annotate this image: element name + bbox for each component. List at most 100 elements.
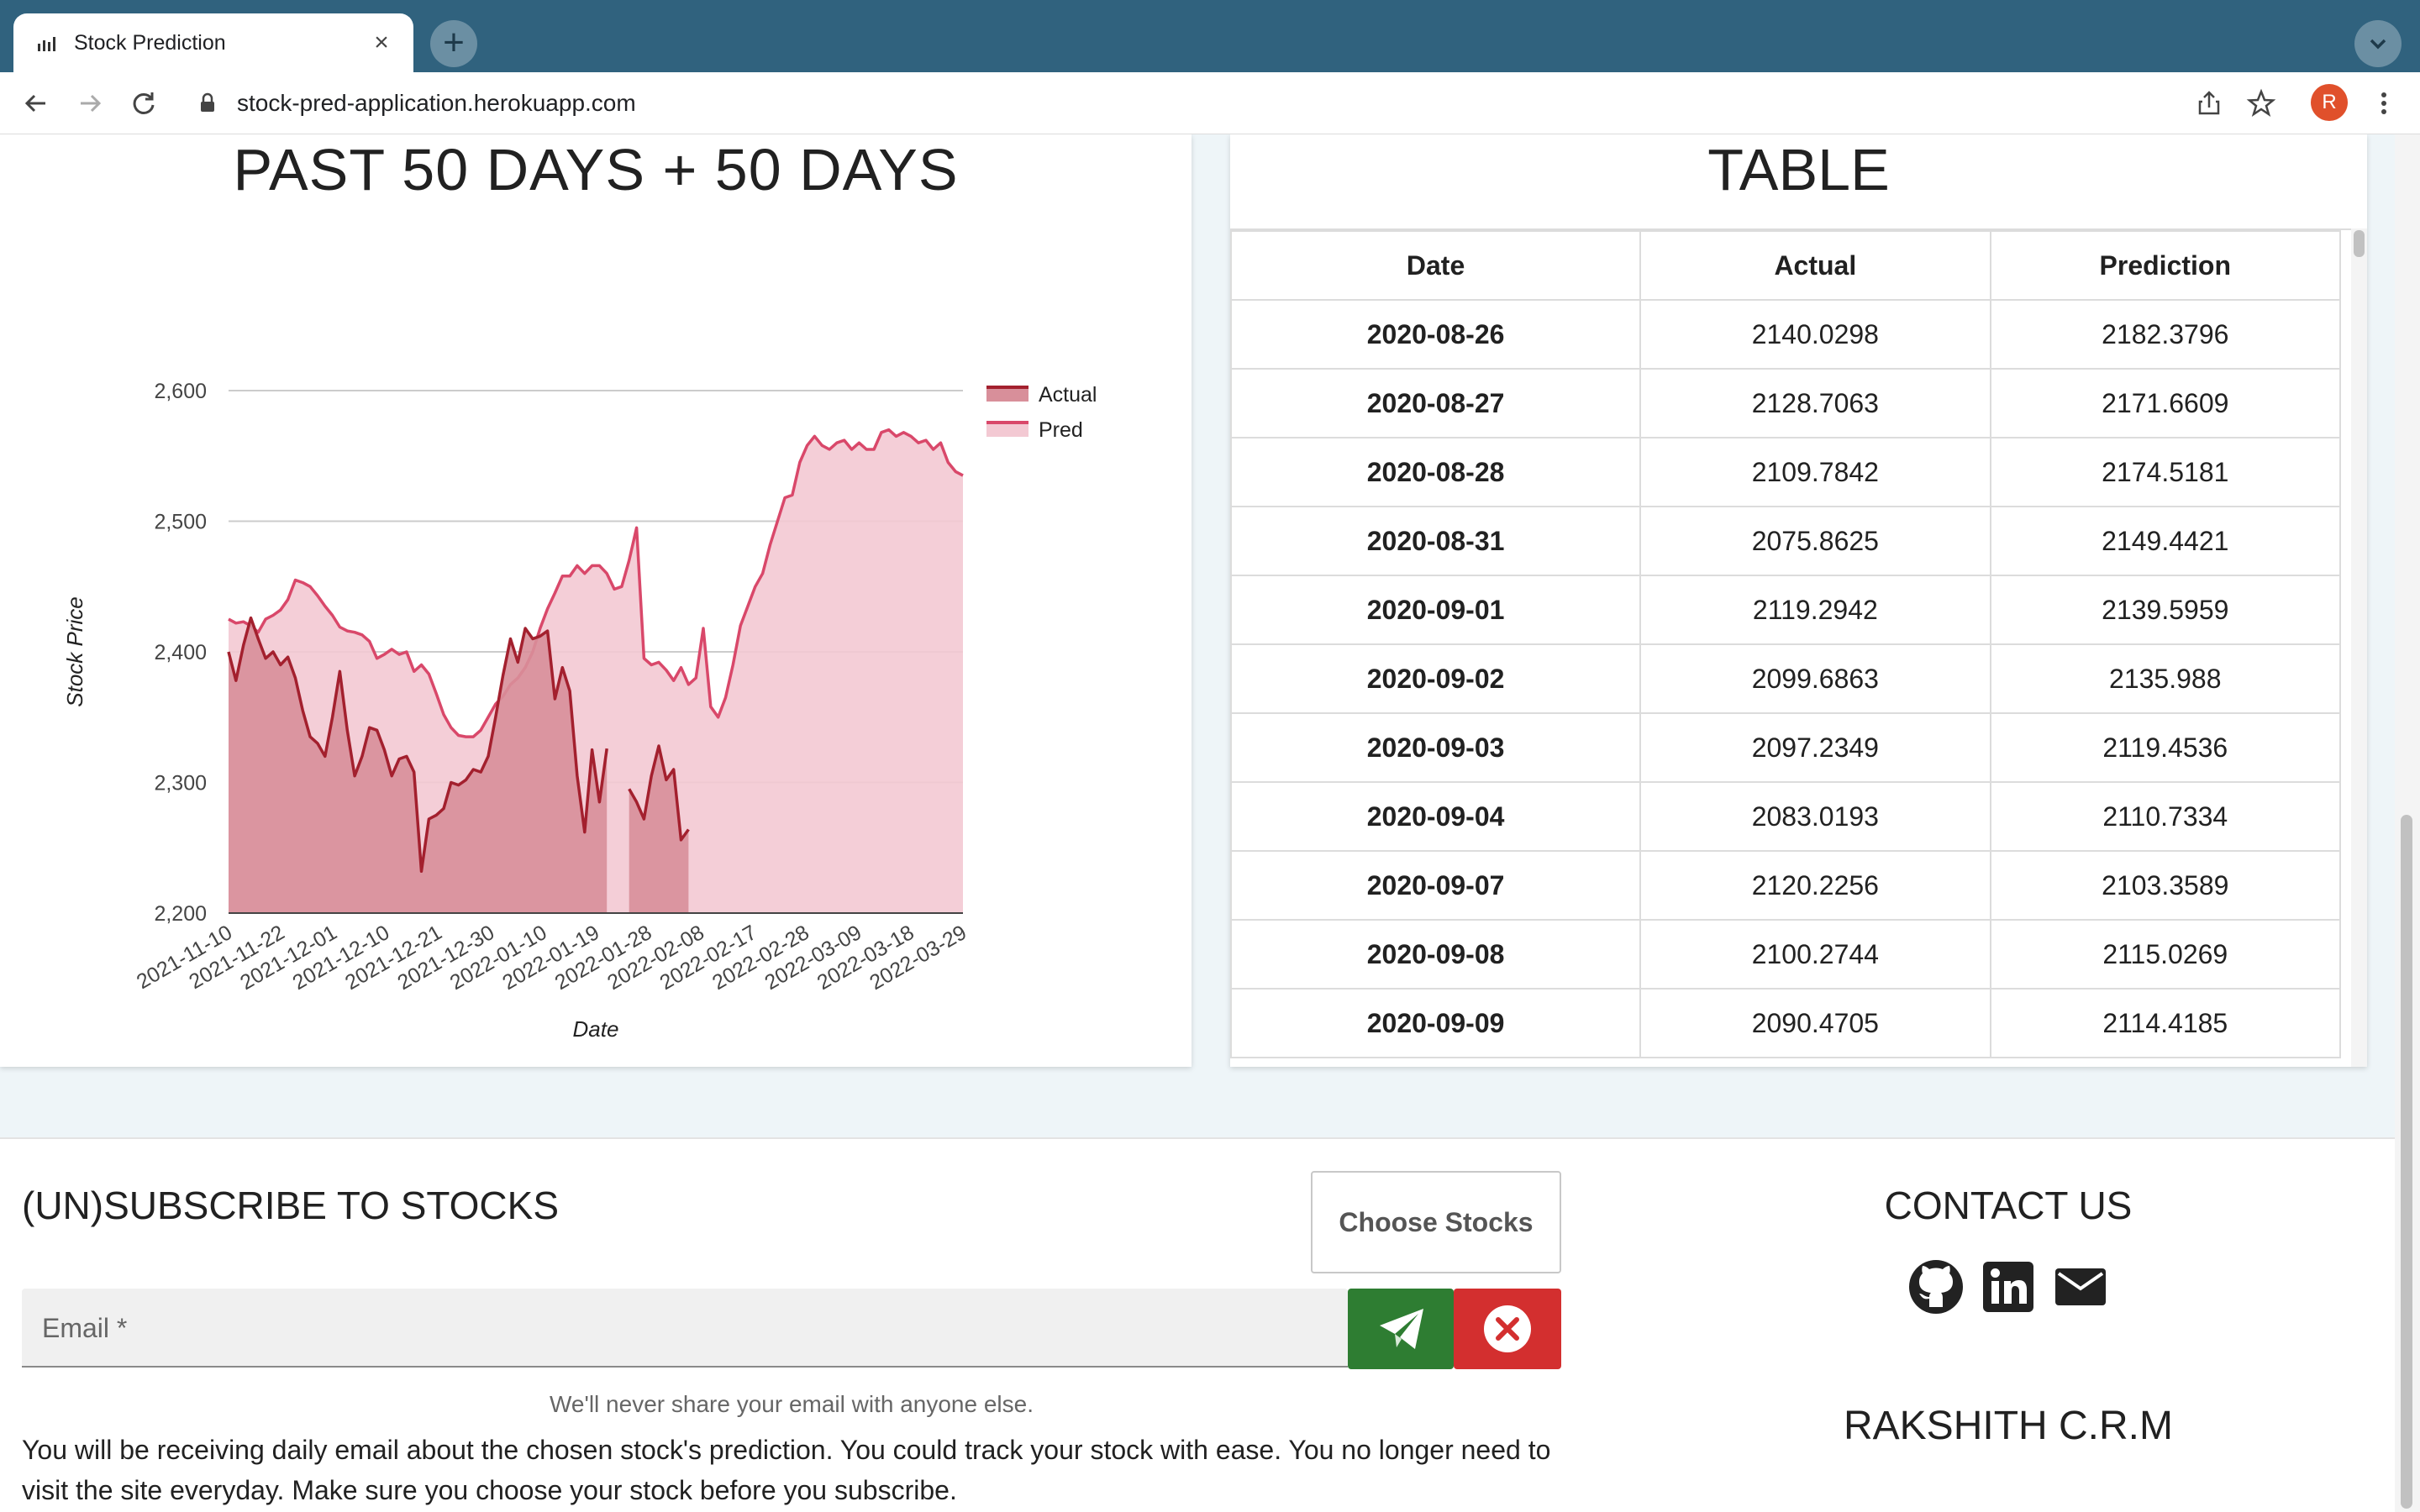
- table-row: 2020-08-27 2128.7063 2171.6609: [1230, 368, 2342, 438]
- profile-avatar[interactable]: R: [2311, 84, 2348, 121]
- unsubscribe-button[interactable]: [1454, 1289, 1561, 1369]
- new-tab-button[interactable]: +: [430, 20, 477, 67]
- cell-date: 2020-09-08: [1230, 919, 1642, 990]
- chart-card: 2,200 2,300 2,400 2,500 2,600 2021-11-10 2021-…: [0, 134, 1192, 1067]
- cell-date: 2020-09-03: [1230, 712, 1642, 783]
- cell-actual: 2090.4705: [1639, 988, 1991, 1058]
- legend-swatch-actual: [986, 386, 1028, 402]
- column-header-prediction: Prediction: [1989, 230, 2342, 301]
- page-content: 2,200 2,300 2,400 2,500 2,600 2021-11-10 2021-…: [0, 134, 2395, 1512]
- lock-icon[interactable]: [195, 91, 220, 116]
- arrow-left-icon: [24, 94, 45, 113]
- cell-prediction: 2110.7334: [1989, 781, 2342, 852]
- table-row: 2020-09-01 2119.2942 2139.5959: [1230, 575, 2342, 645]
- chevron-down-icon: [2370, 39, 2386, 50]
- cell-actual: 2120.2256: [1639, 850, 1991, 921]
- chart-title: PAST 50 DAYS + 50 DAYS: [233, 137, 959, 202]
- footer: (UN)SUBSCRIBE TO STOCKS Choose Stocks Em…: [0, 1137, 2395, 1512]
- browser-toolbar: stock-pred-application.herokuapp.com R: [0, 72, 2420, 134]
- cell-date: 2020-09-01: [1230, 575, 1642, 645]
- cell-actual: 2083.0193: [1639, 781, 1991, 852]
- browser-tab[interactable]: Stock Prediction ×: [13, 13, 413, 72]
- table-row: 2020-08-26 2140.0298 2182.3796: [1230, 299, 2342, 370]
- bookmark-star-icon[interactable]: [2244, 86, 2279, 121]
- table-card: TABLE Date Actual Prediction 2020-08-26 2…: [1230, 134, 2367, 1067]
- y-tick-label: 2,200: [154, 902, 207, 926]
- browser-tab-bar: Stock Prediction × +: [0, 0, 2420, 72]
- cell-prediction: 2103.3589: [1989, 850, 2342, 921]
- cell-prediction: 2182.3796: [1989, 299, 2342, 370]
- author-name: RAKSHITH C.R.M: [1843, 1404, 2173, 1448]
- subscribe-button[interactable]: [1348, 1289, 1454, 1369]
- series-area-actual: [229, 617, 608, 913]
- legend-swatch-pred: [986, 422, 1028, 437]
- stock-chart: 2,2002,3002,4002,5002,6002021-11-102021-…: [62, 380, 1097, 1042]
- table-header-row: Date Actual Prediction: [1230, 230, 2342, 301]
- series-line-actual: [227, 616, 608, 873]
- cell-actual: 2119.2942: [1639, 575, 1991, 645]
- series-line-actual: [628, 744, 690, 842]
- cell-prediction: 2115.0269: [1989, 919, 2342, 990]
- github-icon[interactable]: [1907, 1258, 1965, 1315]
- table-scrollbar[interactable]: [2351, 228, 2367, 1067]
- column-header-actual: Actual: [1639, 230, 1991, 301]
- share-icon[interactable]: [2191, 86, 2227, 121]
- table-row: 2020-08-31 2075.8625 2149.4421: [1230, 506, 2342, 576]
- cell-actual: 2097.2349: [1639, 712, 1991, 783]
- cell-actual: 2109.7842: [1639, 437, 1991, 507]
- address-bar[interactable]: stock-pred-application.herokuapp.com: [237, 90, 636, 116]
- cell-actual: 2099.6863: [1639, 643, 1991, 714]
- cell-prediction: 2171.6609: [1989, 368, 2342, 438]
- reload-button[interactable]: [124, 84, 163, 123]
- page-scrollbar-thumb[interactable]: [2401, 815, 2412, 1509]
- cell-actual: 2075.8625: [1639, 506, 1991, 576]
- cell-prediction: 2135.988: [1989, 643, 2342, 714]
- tab-title: Stock Prediction: [74, 31, 226, 55]
- cell-prediction: 2139.5959: [1989, 575, 2342, 645]
- table-title: TABLE: [1707, 137, 1890, 202]
- cell-prediction: 2149.4421: [1989, 506, 2342, 576]
- back-button[interactable]: [17, 84, 55, 123]
- cell-date: 2020-08-27: [1230, 368, 1642, 438]
- kebab-menu-icon[interactable]: [2366, 86, 2402, 121]
- subscribe-title: (UN)SUBSCRIBE TO STOCKS: [22, 1184, 560, 1227]
- cell-date: 2020-08-26: [1230, 299, 1642, 370]
- tab-search-button[interactable]: [2354, 20, 2402, 67]
- tab-close-icon[interactable]: ×: [374, 29, 389, 56]
- table-row: 2020-09-04 2083.0193 2110.7334: [1230, 781, 2342, 852]
- column-header-date: Date: [1230, 230, 1642, 301]
- contact-title: CONTACT US: [1884, 1184, 2133, 1227]
- legend-label-pred: Pred: [1039, 418, 1083, 442]
- cell-date: 2020-09-07: [1230, 850, 1642, 921]
- close-circle-icon: [1484, 1305, 1531, 1352]
- cell-actual: 2140.0298: [1639, 299, 1991, 370]
- send-icon: [1380, 1309, 1423, 1349]
- forward-button[interactable]: [71, 84, 109, 123]
- cell-prediction: 2174.5181: [1989, 437, 2342, 507]
- arrow-right-icon: [81, 94, 102, 113]
- prediction-table-scroll[interactable]: Date Actual Prediction 2020-08-26 2140.02…: [1230, 228, 2356, 1067]
- table-scrollbar-thumb[interactable]: [2354, 230, 2365, 257]
- cell-date: 2020-09-09: [1230, 988, 1642, 1058]
- prediction-table: Date Actual Prediction 2020-08-26 2140.02…: [1230, 230, 2342, 1058]
- cell-date: 2020-08-31: [1230, 506, 1642, 576]
- y-tick-label: 2,400: [154, 641, 207, 664]
- table-row: 2020-09-02 2099.6863 2135.988: [1230, 643, 2342, 714]
- linkedin-icon[interactable]: [1980, 1258, 2037, 1315]
- cell-actual: 2100.2744: [1639, 919, 1991, 990]
- legend-label-actual: Actual: [1039, 383, 1097, 407]
- cell-actual: 2128.7063: [1639, 368, 1991, 438]
- cell-date: 2020-09-04: [1230, 781, 1642, 852]
- x-axis-label: Date: [573, 1016, 619, 1042]
- email-field[interactable]: Email *: [22, 1289, 1348, 1368]
- choose-stocks-button[interactable]: Choose Stocks: [1311, 1171, 1561, 1273]
- cell-prediction: 2114.4185: [1989, 988, 2342, 1058]
- cell-prediction: 2119.4536: [1989, 712, 2342, 783]
- mail-icon[interactable]: [2052, 1258, 2109, 1315]
- y-axis-label: Stock Price: [62, 596, 87, 707]
- subscribe-info-text: You will be receiving daily email about …: [22, 1435, 1551, 1505]
- y-tick-label: 2,600: [154, 380, 207, 403]
- table-row: 2020-09-08 2100.2744 2115.0269: [1230, 919, 2342, 990]
- cell-date: 2020-09-02: [1230, 643, 1642, 714]
- email-helper-text: We'll never share your email with anyone…: [550, 1391, 1034, 1417]
